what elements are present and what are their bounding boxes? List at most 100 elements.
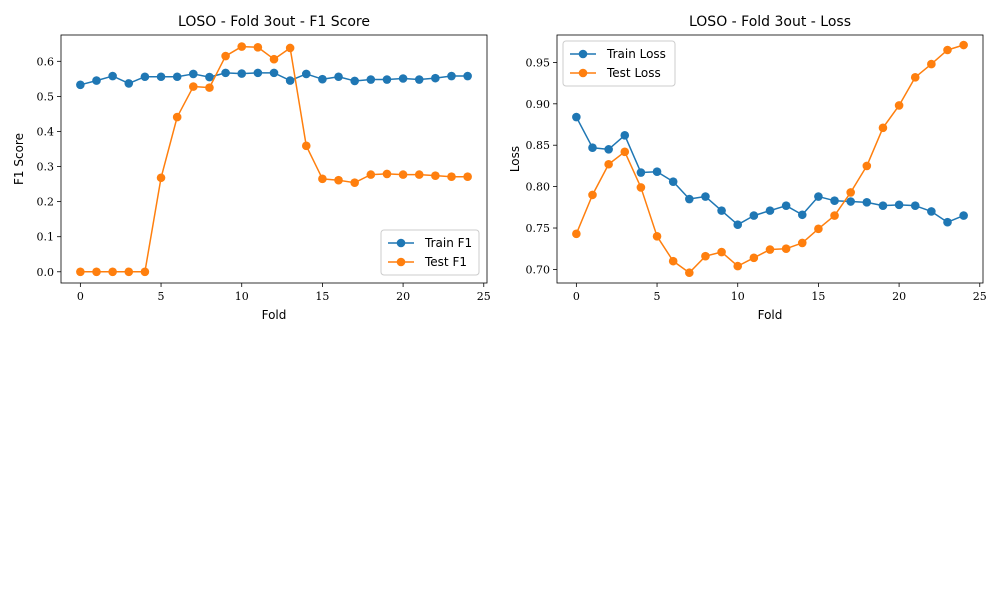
data-point bbox=[943, 45, 952, 55]
data-point bbox=[172, 72, 182, 82]
data-point bbox=[318, 74, 327, 84]
data-point bbox=[366, 75, 376, 84]
legend-marker bbox=[578, 68, 588, 78]
series-train-f1 bbox=[76, 68, 472, 90]
series-train-loss bbox=[572, 112, 968, 230]
data-point bbox=[668, 177, 678, 186]
legend-marker bbox=[578, 49, 588, 59]
data-point bbox=[797, 210, 807, 220]
chart-title: LOSO - Fold 3out - Loss bbox=[689, 14, 851, 30]
data-point bbox=[878, 123, 888, 133]
data-point bbox=[685, 268, 694, 278]
data-point bbox=[668, 256, 678, 266]
data-point bbox=[572, 112, 581, 122]
data-point bbox=[431, 73, 440, 83]
data-point bbox=[894, 200, 904, 210]
x-tick-label: 25 bbox=[973, 290, 987, 303]
data-point bbox=[253, 68, 263, 78]
x-axis-label: Fold bbox=[758, 308, 783, 322]
data-point bbox=[620, 130, 630, 140]
y-tick-label: 0.95 bbox=[526, 56, 551, 69]
data-point bbox=[205, 72, 214, 82]
data-point bbox=[140, 72, 150, 82]
data-point bbox=[334, 175, 343, 185]
legend: Train Loss Test Loss bbox=[562, 40, 676, 87]
data-point bbox=[701, 251, 710, 261]
data-point bbox=[237, 42, 247, 51]
data-point bbox=[652, 167, 662, 177]
y-tick-label: 0.75 bbox=[526, 222, 551, 235]
data-point bbox=[733, 220, 743, 230]
data-point bbox=[318, 174, 327, 184]
data-point bbox=[140, 267, 150, 277]
data-point bbox=[447, 172, 456, 182]
data-point bbox=[701, 192, 710, 201]
y-tick-label: 0.3 bbox=[37, 161, 55, 174]
legend-label: Train Loss bbox=[606, 47, 666, 61]
chart-title: LOSO - Fold 3out - F1 Score bbox=[178, 14, 370, 30]
data-point bbox=[959, 211, 968, 220]
data-point bbox=[717, 206, 726, 215]
data-point bbox=[108, 267, 117, 277]
data-point bbox=[76, 267, 85, 277]
data-point bbox=[463, 71, 472, 81]
data-point bbox=[927, 59, 936, 69]
plot-frame bbox=[556, 34, 984, 284]
legend-label: Test F1 bbox=[424, 255, 467, 269]
data-point bbox=[781, 201, 791, 210]
plot-frame bbox=[60, 34, 488, 284]
y-tick-label: 0.85 bbox=[526, 139, 551, 152]
data-point bbox=[765, 245, 775, 254]
data-point bbox=[124, 267, 134, 277]
y-tick-label: 0.1 bbox=[37, 231, 55, 244]
y-tick-label: 0.70 bbox=[526, 263, 551, 276]
y-tick-label: 0.4 bbox=[37, 125, 55, 138]
data-point bbox=[398, 170, 408, 179]
data-point bbox=[463, 172, 472, 182]
data-point bbox=[652, 231, 662, 241]
data-point bbox=[237, 69, 247, 78]
data-point bbox=[92, 76, 101, 85]
x-tick-label: 5 bbox=[654, 290, 661, 303]
data-point bbox=[749, 211, 759, 220]
data-point bbox=[588, 143, 597, 152]
data-point bbox=[814, 192, 823, 201]
data-point bbox=[572, 229, 581, 239]
data-point bbox=[733, 261, 743, 271]
data-point bbox=[108, 71, 117, 81]
data-point bbox=[189, 82, 198, 91]
data-point bbox=[414, 170, 424, 179]
data-point bbox=[269, 54, 279, 64]
x-tick-label: 15 bbox=[315, 290, 329, 303]
data-point bbox=[172, 112, 182, 122]
y-tick-label: 0.80 bbox=[526, 181, 551, 194]
data-point bbox=[588, 190, 597, 200]
data-point bbox=[366, 170, 376, 179]
data-point bbox=[414, 75, 424, 84]
data-point bbox=[92, 267, 101, 277]
legend: Train F1 Test F1 bbox=[380, 229, 480, 276]
data-point bbox=[846, 188, 855, 197]
chart-f1-score: LOSO - Fold 3out - F1 Score Fold F1 Score 0… bbox=[12, 14, 491, 322]
data-point bbox=[301, 69, 311, 79]
x-tick-label: 10 bbox=[731, 290, 745, 303]
series-test-f1 bbox=[76, 42, 472, 277]
data-point bbox=[431, 171, 440, 180]
x-tick-label: 0 bbox=[77, 290, 84, 303]
data-point bbox=[285, 43, 295, 53]
data-point bbox=[604, 159, 613, 169]
legend-label: Train F1 bbox=[424, 236, 472, 250]
legend-marker bbox=[396, 238, 406, 248]
data-point bbox=[189, 69, 198, 79]
legend-label: Test Loss bbox=[606, 66, 661, 80]
data-point bbox=[862, 161, 872, 171]
data-point bbox=[156, 173, 166, 183]
data-point bbox=[927, 207, 936, 216]
data-point bbox=[124, 79, 134, 88]
data-point bbox=[350, 76, 359, 86]
data-point bbox=[334, 72, 343, 82]
chart-loss: LOSO - Fold 3out - Loss Fold Loss 0 5 10 15 20 2… bbox=[508, 14, 987, 322]
data-point bbox=[620, 147, 630, 157]
